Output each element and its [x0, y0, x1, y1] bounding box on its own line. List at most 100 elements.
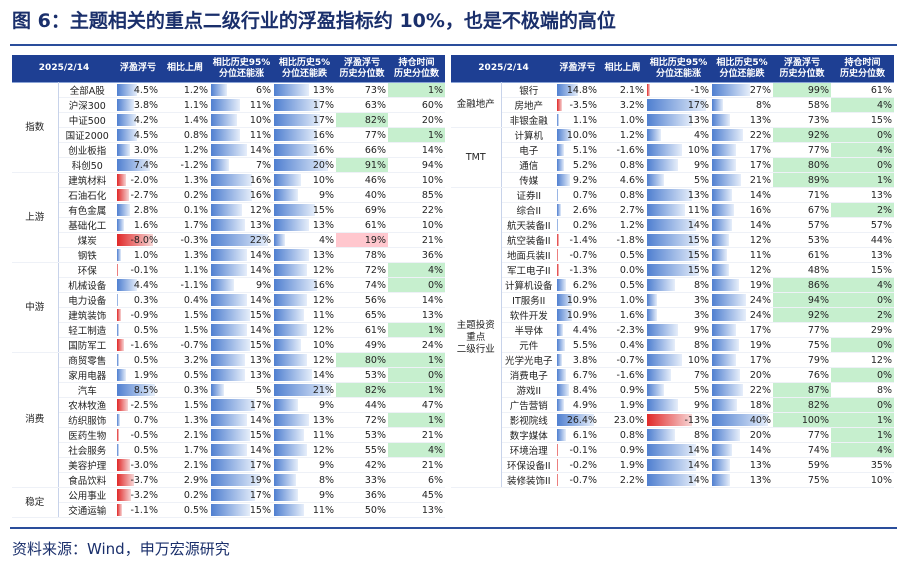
- cell: 14%: [210, 322, 274, 338]
- cell: 9%: [646, 322, 712, 338]
- cell-text: 1.4%: [183, 114, 209, 126]
- cell: -3.0%: [116, 457, 161, 473]
- cell-text: 44%: [364, 399, 387, 411]
- header-cell: 2025/2/14: [451, 55, 557, 83]
- data-bar: [211, 459, 256, 471]
- cell: 航空装备II: [501, 232, 557, 248]
- cell: 4%: [646, 127, 712, 143]
- cell-text: 0.3%: [183, 384, 209, 396]
- cell: 3.2%: [599, 97, 647, 113]
- cell: 军工电子II: [501, 262, 557, 278]
- cell-text: 22%: [749, 384, 772, 396]
- cell-text: 17%: [687, 99, 710, 111]
- cell-text: -1.6%: [616, 144, 645, 156]
- cell-text: 银行: [519, 86, 539, 97]
- cell-text: 61%: [807, 249, 830, 261]
- cell: -1%: [646, 82, 712, 98]
- cell-text: -0.1%: [130, 264, 159, 276]
- cell-text: 0.3%: [133, 294, 159, 306]
- cell-text: 22%: [249, 234, 272, 246]
- cell-text: 14%: [687, 219, 710, 231]
- cell: 8%: [711, 97, 774, 113]
- data-bar: [274, 369, 313, 381]
- cell-text: 1.0%: [133, 249, 159, 261]
- data-bar: [712, 399, 738, 411]
- data-bar: [647, 204, 686, 216]
- cell-text: 0.5%: [619, 279, 645, 291]
- cell: 11%: [646, 202, 712, 218]
- cell: 78%: [336, 247, 389, 263]
- cell: 1%: [388, 127, 446, 143]
- cell: 环境治理: [501, 442, 557, 458]
- cell-text: 3.0%: [133, 144, 159, 156]
- cell-text: 16%: [312, 129, 335, 141]
- cell-text: 13%: [687, 114, 710, 126]
- cell: 4.2%: [116, 112, 161, 128]
- cell: 11%: [210, 127, 274, 143]
- data-bar: [274, 399, 299, 411]
- data-bar: [647, 264, 700, 276]
- cell-text: 66%: [364, 144, 387, 156]
- cell-text: 15%: [687, 249, 710, 261]
- cell: 0.3%: [160, 382, 211, 398]
- cell-text: 24%: [749, 309, 772, 321]
- data-bar: [117, 189, 130, 201]
- cell: 79%: [773, 352, 832, 368]
- cell: 16%: [273, 127, 337, 143]
- data-bar: [557, 354, 563, 366]
- cell: 11%: [273, 427, 337, 443]
- cell: 1%: [388, 412, 446, 428]
- cell: 4%: [388, 262, 446, 278]
- data-bar: [557, 279, 566, 291]
- cell-text: 3.8%: [572, 354, 598, 366]
- cell-text: 14%: [249, 144, 272, 156]
- cell-text: 0.5%: [133, 444, 159, 456]
- data-bar: [117, 444, 120, 456]
- data-bar: [647, 159, 679, 171]
- data-bar: [712, 414, 769, 426]
- cell-text: 8%: [755, 99, 772, 111]
- cell: 非银金融: [501, 112, 557, 128]
- data-bar: [274, 174, 302, 186]
- data-bar: [211, 159, 230, 171]
- cell-text: 数字媒体: [509, 431, 548, 442]
- data-bar: [647, 429, 675, 441]
- data-bar: [647, 354, 682, 366]
- cell: 19%: [210, 472, 274, 488]
- cell-text: 钢铁: [77, 251, 97, 262]
- cell: 0.5%: [599, 277, 647, 293]
- data-bar: [274, 354, 307, 366]
- table-row: 影视院线 26.4% 23.0% -13% 40% 100% 1%: [451, 412, 895, 428]
- cell-text: 电力设备: [68, 296, 107, 307]
- cell-text: 1%: [427, 129, 444, 141]
- cell-text: 14%: [421, 144, 444, 156]
- cell-text: 1.6%: [133, 219, 159, 231]
- header-cell: 相比历史95% 分位还能涨: [646, 55, 712, 83]
- cell: 17%: [210, 487, 274, 503]
- cell: 1.1%: [556, 112, 600, 128]
- data-bar: [274, 309, 304, 321]
- table-row: 有色金属 2.8% 0.1% 12% 15% 69% 22%: [12, 202, 446, 218]
- cell: 综合II: [501, 202, 557, 218]
- cell: 4.9%: [556, 397, 600, 413]
- cell-text: 0.1%: [183, 204, 209, 216]
- cell: 10%: [646, 142, 712, 158]
- cell: 40%: [711, 412, 774, 428]
- data-bar: [211, 474, 261, 486]
- cell-text: 3.2%: [619, 99, 645, 111]
- data-bar: [712, 234, 729, 246]
- cell: 1%: [388, 352, 446, 368]
- cell-text: 家用电器: [68, 371, 107, 382]
- cell-text: 半导体: [514, 326, 544, 337]
- cell-text: -0.2%: [569, 459, 598, 471]
- cell: 44%: [336, 397, 389, 413]
- cell-text: 6.7%: [572, 369, 598, 381]
- cell-text: 传媒: [519, 176, 539, 187]
- cell-text: 78%: [364, 249, 387, 261]
- cell-text: 15%: [870, 264, 893, 276]
- cell: -2.5%: [116, 397, 161, 413]
- data-bar: [712, 369, 741, 381]
- data-bar: [274, 294, 307, 306]
- cell: 82%: [336, 382, 389, 398]
